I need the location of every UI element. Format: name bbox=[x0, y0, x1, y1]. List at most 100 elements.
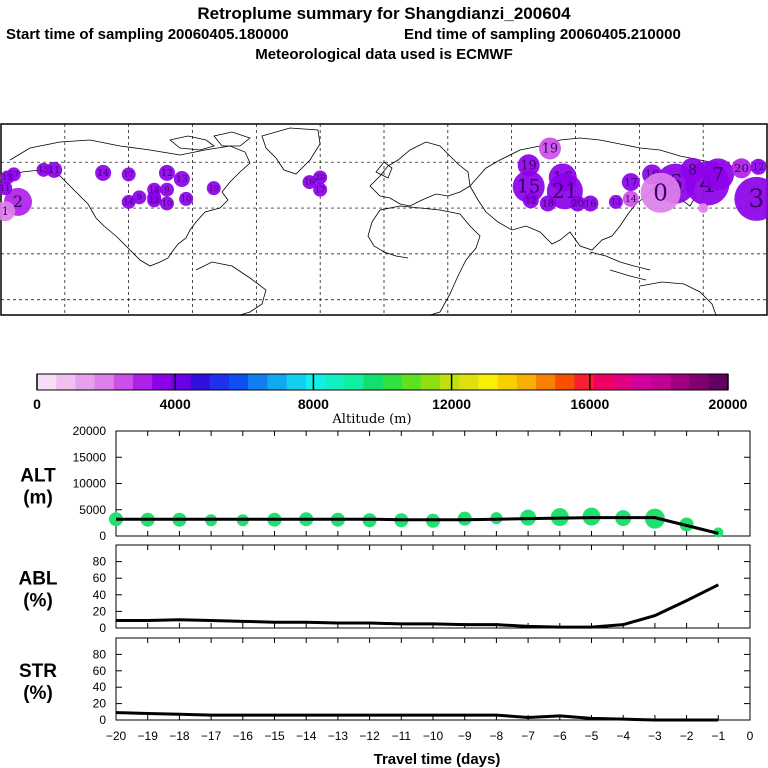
plume-day-label: 13 bbox=[611, 198, 621, 207]
x-tick-label: −19 bbox=[138, 729, 159, 743]
plume-day-label: 18 bbox=[149, 185, 159, 194]
plume-day-label: 3 bbox=[748, 184, 764, 213]
plume-day-label: 17 bbox=[9, 170, 19, 179]
plume-marker bbox=[173, 171, 190, 188]
plume-day-label: 19 bbox=[521, 157, 537, 172]
y-tick-label: 40 bbox=[93, 680, 107, 694]
plume-day-label: 7 bbox=[712, 165, 724, 186]
plume-marker bbox=[698, 203, 709, 214]
colorbar-cell bbox=[324, 374, 345, 390]
retroplume-map: 1919151621121820161314171060478203211217… bbox=[0, 123, 768, 316]
plume-marker bbox=[731, 158, 752, 179]
x-tick-label: −5 bbox=[585, 729, 599, 743]
colorbar-cell bbox=[75, 374, 96, 390]
plume-marker bbox=[582, 195, 599, 212]
colorbar-cell bbox=[190, 374, 211, 390]
end-time: End time of sampling 20060405.210000 bbox=[404, 26, 681, 43]
colorbar-cell bbox=[363, 374, 383, 390]
y-tick-label: 80 bbox=[93, 647, 107, 661]
y-tick-label: 0 bbox=[99, 713, 106, 727]
plume-day-label: 17 bbox=[315, 185, 325, 194]
y-tick-label: 20 bbox=[93, 697, 107, 711]
altitude-colorbar: 0 4000 8000 12000 16000 20000 Altitude (m) bbox=[33, 373, 748, 427]
series-line bbox=[115, 711, 719, 722]
start-time: Start time of sampling 20060405.180000 bbox=[6, 26, 289, 43]
y-tick-label: 60 bbox=[93, 664, 107, 678]
x-tick-label: −8 bbox=[490, 729, 504, 743]
plume-marker bbox=[680, 157, 705, 182]
y-tick-label: 5000 bbox=[79, 503, 106, 517]
plume-marker bbox=[608, 194, 623, 209]
y-tick-label: 0 bbox=[99, 529, 106, 543]
colorbar-tick-label: 16000 bbox=[570, 396, 609, 412]
colorbar-tick-label: 0 bbox=[33, 396, 41, 412]
plume-marker bbox=[621, 173, 640, 192]
x-tick-label: −14 bbox=[296, 729, 317, 743]
y-tick-label: 80 bbox=[93, 555, 107, 569]
plume-day-label: 19 bbox=[209, 184, 219, 193]
colorbar-cells bbox=[37, 374, 729, 390]
time-series-panels: 05000100001500020000ALT(m)020406080ABL(%… bbox=[18, 424, 753, 743]
plume-day-label: 16 bbox=[304, 178, 314, 187]
x-axis-label: Travel time (days) bbox=[374, 751, 501, 768]
colorbar-cell bbox=[440, 374, 460, 390]
colorbar-cell bbox=[708, 374, 729, 390]
plume-day-label: 10 bbox=[162, 199, 172, 208]
x-tick-label: −9 bbox=[458, 729, 472, 743]
y-tick-label: 60 bbox=[93, 571, 107, 585]
plume-day-label: 1 bbox=[2, 204, 9, 218]
colorbar-cell bbox=[305, 374, 326, 390]
x-tick-label: −11 bbox=[392, 729, 412, 743]
colorbar-cell bbox=[555, 374, 575, 390]
panel-yunit: (%) bbox=[23, 683, 53, 704]
plume-marker bbox=[0, 181, 13, 196]
plume-marker bbox=[640, 172, 681, 213]
plume-marker bbox=[522, 192, 539, 209]
colorbar-cell bbox=[152, 374, 172, 390]
colorbar-ticks: 0 4000 8000 12000 16000 20000 bbox=[33, 374, 748, 412]
plume-day-label: 0 bbox=[653, 180, 668, 206]
plume-day-label: 16 bbox=[585, 198, 597, 209]
panel-ylabel: ALT bbox=[20, 466, 56, 487]
x-tick-label: −2 bbox=[680, 729, 694, 743]
colorbar-cell bbox=[37, 374, 57, 390]
y-tick-label: 20000 bbox=[73, 424, 107, 438]
plume-marker bbox=[750, 158, 767, 175]
plume-day-label: 15 bbox=[38, 166, 48, 175]
colorbar-cell bbox=[536, 374, 556, 390]
colorbar-cell bbox=[670, 374, 691, 390]
plume-marker bbox=[158, 164, 175, 181]
x-tick-label: −10 bbox=[423, 729, 444, 743]
x-tick-label: −3 bbox=[648, 729, 662, 743]
plume-marker bbox=[206, 181, 221, 196]
plume-marker bbox=[95, 164, 112, 181]
plume-day-label: 14 bbox=[124, 198, 134, 207]
x-tick-label: −13 bbox=[328, 729, 349, 743]
plume-day-label: 13 bbox=[176, 174, 188, 185]
plume-day-label: 17 bbox=[624, 176, 637, 188]
colorbar-tick-label: 4000 bbox=[160, 396, 191, 412]
plume-day-label: 14 bbox=[625, 194, 637, 205]
plume-marker bbox=[121, 167, 136, 182]
plume-marker bbox=[734, 176, 768, 221]
plume-day-label: 12 bbox=[525, 195, 537, 206]
colorbar-cell bbox=[497, 374, 518, 390]
colorbar-cell bbox=[593, 374, 614, 390]
panel-yunit: (m) bbox=[23, 488, 53, 509]
plume-marker bbox=[538, 137, 561, 160]
plume-day-label: 20 bbox=[572, 198, 584, 209]
x-tick-label: −1 bbox=[711, 729, 725, 743]
colorbar-cell bbox=[651, 374, 671, 390]
plume-marker bbox=[159, 182, 174, 197]
plume-marker bbox=[0, 170, 15, 185]
colorbar-cell bbox=[228, 374, 249, 390]
plume-markers: 1919151621121820161314171060478203211217… bbox=[0, 137, 768, 222]
plume-marker bbox=[179, 191, 194, 206]
x-tick-label: −6 bbox=[553, 729, 567, 743]
plume-day-label: 11 bbox=[48, 165, 60, 176]
colorbar-cell bbox=[516, 374, 537, 390]
colorbar-cell bbox=[689, 374, 710, 390]
colorbar-cell bbox=[478, 374, 499, 390]
colorbar-cell bbox=[113, 374, 134, 390]
x-tick-label: −12 bbox=[359, 729, 380, 743]
